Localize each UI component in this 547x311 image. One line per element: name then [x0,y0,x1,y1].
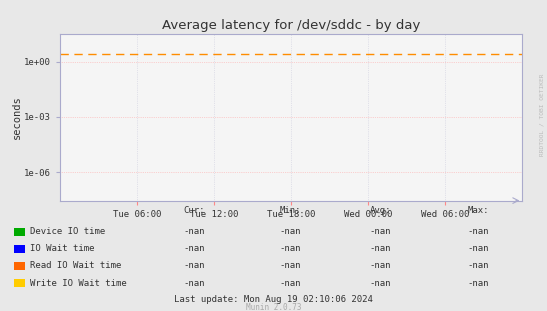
Text: Cur:: Cur: [183,206,205,215]
Text: -nan: -nan [369,279,391,287]
Text: Min:: Min: [279,206,301,215]
Text: Munin 2.0.73: Munin 2.0.73 [246,303,301,311]
Text: Max:: Max: [468,206,490,215]
Text: -nan: -nan [183,244,205,253]
Text: -nan: -nan [468,244,490,253]
Text: -nan: -nan [369,262,391,270]
Text: Device IO time: Device IO time [30,227,106,236]
Text: Last update: Mon Aug 19 02:10:06 2024: Last update: Mon Aug 19 02:10:06 2024 [174,295,373,304]
Text: -nan: -nan [369,244,391,253]
Text: Write IO Wait time: Write IO Wait time [30,279,127,287]
Text: -nan: -nan [183,262,205,270]
Text: Avg:: Avg: [369,206,391,215]
Text: -nan: -nan [279,262,301,270]
Text: Read IO Wait time: Read IO Wait time [30,262,121,270]
Text: -nan: -nan [369,227,391,236]
Title: Average latency for /dev/sddc - by day: Average latency for /dev/sddc - by day [162,19,421,32]
Text: -nan: -nan [468,227,490,236]
Text: -nan: -nan [183,227,205,236]
Text: -nan: -nan [468,262,490,270]
Text: -nan: -nan [279,227,301,236]
Text: -nan: -nan [468,279,490,287]
Y-axis label: seconds: seconds [11,95,21,139]
Text: -nan: -nan [279,244,301,253]
Text: -nan: -nan [183,279,205,287]
Text: IO Wait time: IO Wait time [30,244,95,253]
Text: -nan: -nan [279,279,301,287]
Text: RRDTOOL / TOBI OETIKER: RRDTOOL / TOBI OETIKER [539,74,544,156]
